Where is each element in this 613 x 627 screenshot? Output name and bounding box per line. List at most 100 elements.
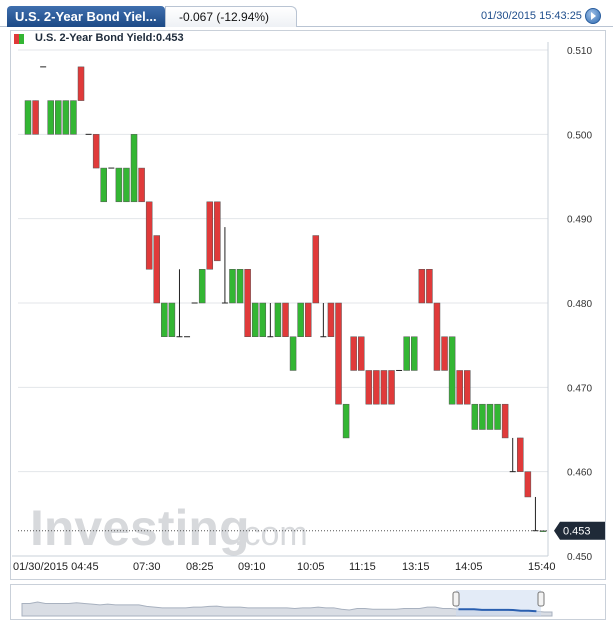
candle <box>244 269 251 337</box>
y-tick-label: 0.490 <box>567 215 592 226</box>
candle-down-body <box>418 269 426 304</box>
candle <box>206 201 214 270</box>
candle <box>373 370 380 405</box>
candle-up-body <box>259 302 267 337</box>
candle <box>77 66 85 101</box>
candle <box>123 167 130 203</box>
x-tick-label: 15:40 <box>528 561 556 573</box>
candle-up-body <box>70 100 77 135</box>
candle <box>380 370 388 405</box>
candle-up-body <box>100 167 107 203</box>
candle <box>259 302 267 337</box>
candle-up-body <box>342 403 350 439</box>
candle <box>418 269 426 304</box>
candle-up-body <box>251 302 259 337</box>
candle-up-body <box>130 134 138 203</box>
candle <box>426 269 433 304</box>
candle <box>494 403 501 430</box>
navigator-handle[interactable] <box>537 591 545 607</box>
candle-down-body <box>138 167 145 203</box>
candle <box>532 496 539 532</box>
candle <box>236 269 244 304</box>
investing-watermark: Investing .com <box>30 500 308 556</box>
candle-up-body <box>297 302 304 337</box>
candle <box>350 336 357 371</box>
candles <box>24 66 547 532</box>
price-change: -0.067 (-12.94%) <box>179 10 270 24</box>
refresh-icon[interactable] <box>585 8 601 24</box>
candle <box>92 134 100 169</box>
instrument-tab[interactable]: U.S. 2-Year Bond Yiel... <box>7 6 165 27</box>
x-tick-label: 09:10 <box>238 561 266 573</box>
candle <box>486 403 494 430</box>
instrument-title: U.S. 2-Year Bond Yiel... <box>15 9 157 24</box>
candle <box>198 269 206 304</box>
candle <box>145 201 153 270</box>
candle <box>342 403 350 439</box>
candle-down-body <box>153 235 160 304</box>
watermark-suffix: .com <box>234 515 308 553</box>
x-axis: 01/30/2015 04:45 07:30 08:25 09:10 10:05 11:1… <box>12 555 556 573</box>
navigator[interactable] <box>10 584 606 620</box>
candle-down-body <box>32 100 39 135</box>
candle <box>517 437 524 472</box>
candle <box>433 302 441 371</box>
navigator-selected-line <box>458 608 537 613</box>
change-tab: -0.067 (-12.94%) <box>165 6 297 27</box>
candle <box>388 370 395 405</box>
candle <box>501 403 509 439</box>
candle <box>471 403 479 430</box>
candle <box>282 302 289 337</box>
candle <box>251 302 259 337</box>
candle-up-body <box>274 302 282 337</box>
x-tick-label: 14:05 <box>455 561 483 573</box>
y-tick-label: 0.510 <box>567 46 592 57</box>
x-tick-label: 01/30/2015 04:45 <box>13 561 99 573</box>
y-axis: 0.510 0.500 0.490 0.480 0.470 0.460 0.450 <box>547 42 592 563</box>
candle <box>320 303 327 338</box>
x-tick-label: 10:05 <box>297 561 325 573</box>
candle-down-body <box>517 437 524 472</box>
y-tick-label: 0.470 <box>567 383 592 394</box>
candle <box>32 100 39 135</box>
candle-down-body <box>304 302 312 337</box>
candle <box>115 167 123 203</box>
candle-down-body <box>214 201 221 262</box>
candle <box>403 336 410 371</box>
candle-down-body <box>365 370 373 405</box>
candle-up-body <box>55 100 62 135</box>
candle-up-body <box>411 336 418 371</box>
candle-up-body <box>24 100 32 135</box>
candle <box>221 227 228 304</box>
candle <box>441 336 448 371</box>
candle <box>289 336 297 371</box>
watermark-main: Investing <box>30 500 249 556</box>
candle-down-body <box>282 302 289 337</box>
y-tick-label: 0.460 <box>567 468 592 479</box>
timestamp: 01/30/2015 15:43:25 <box>481 10 582 22</box>
candle <box>274 302 282 337</box>
candle-down-body <box>501 403 509 439</box>
candle-down-body <box>244 269 251 337</box>
candle-down-body <box>380 370 388 405</box>
candle-down-body <box>77 66 85 101</box>
candle-down-body <box>206 201 214 270</box>
candle <box>62 100 70 135</box>
last-value-text: 0.453 <box>563 526 591 538</box>
x-tick-label: 07:30 <box>133 561 161 573</box>
candle <box>168 302 176 337</box>
candle <box>176 269 183 338</box>
candle-down-body <box>373 370 380 405</box>
y-tick-label: 0.450 <box>567 552 592 563</box>
candle-down-body <box>524 471 532 498</box>
candle <box>327 302 335 337</box>
navigator-handle[interactable] <box>452 591 460 607</box>
last-value-label: 0.453 <box>18 521 605 540</box>
candle-up-body <box>168 302 176 337</box>
candle-up-body <box>115 167 123 203</box>
candle <box>524 471 532 498</box>
candle <box>509 437 516 473</box>
candle-up-body <box>123 167 130 203</box>
candle <box>357 336 365 371</box>
